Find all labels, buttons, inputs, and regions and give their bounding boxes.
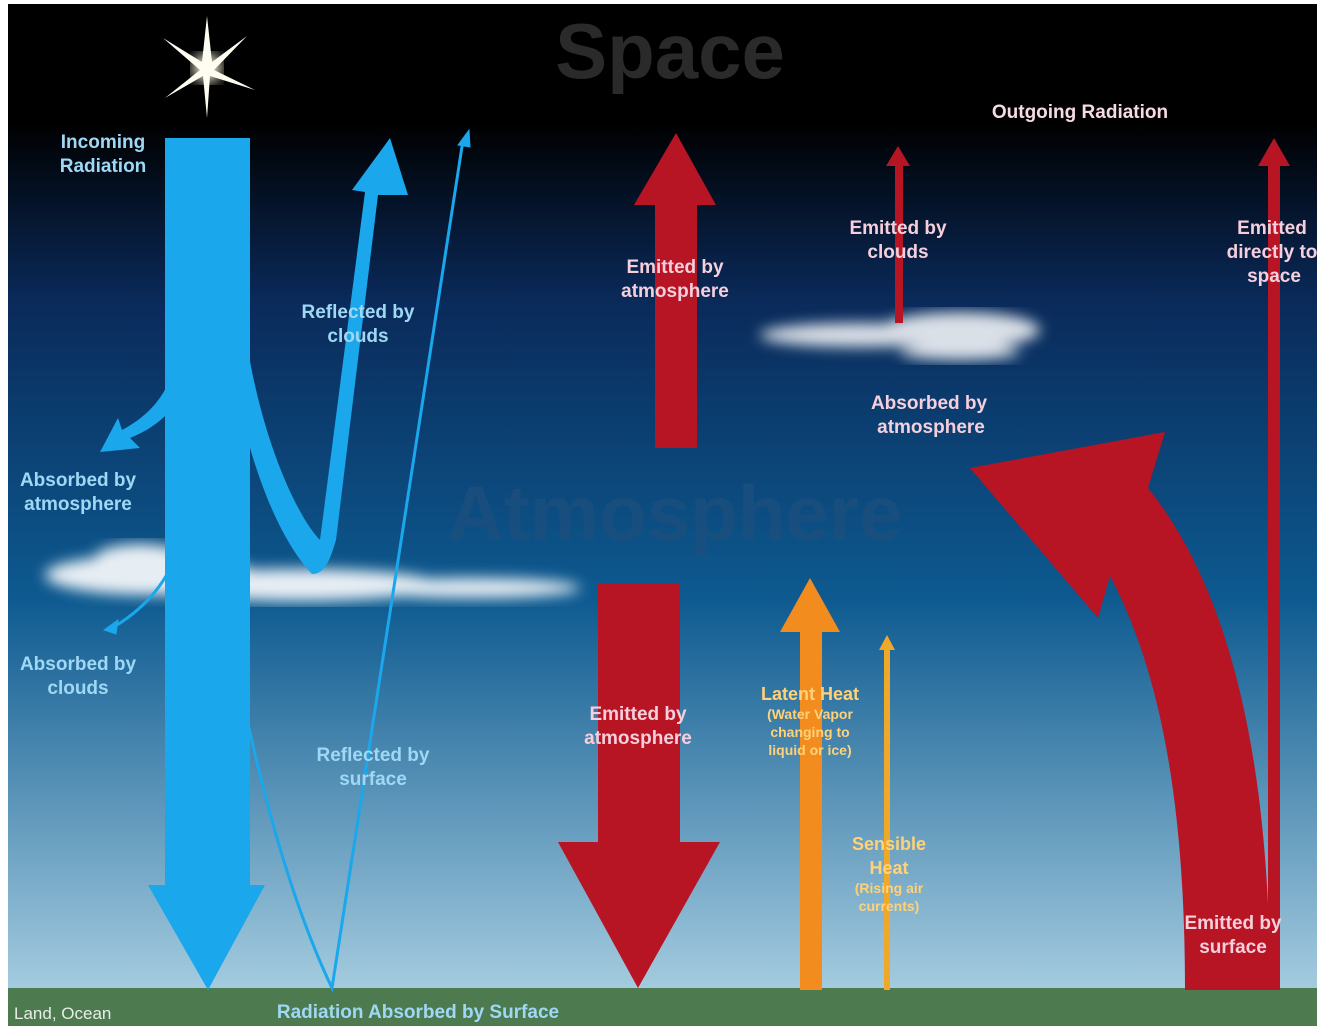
ground xyxy=(8,988,1317,1026)
diagram: Space Atmosphere Outgoing Radiation xyxy=(0,0,1317,1026)
atmosphere-watermark: Atmosphere xyxy=(447,469,902,557)
latent-heat-title: Latent Heat xyxy=(761,684,859,704)
outgoing-label: Outgoing Radiation xyxy=(992,102,1168,123)
ground-caption: Radiation Absorbed by Surface xyxy=(277,1002,559,1023)
space-watermark: Space xyxy=(555,7,785,95)
ground-label: Land, Ocean xyxy=(14,1004,111,1023)
